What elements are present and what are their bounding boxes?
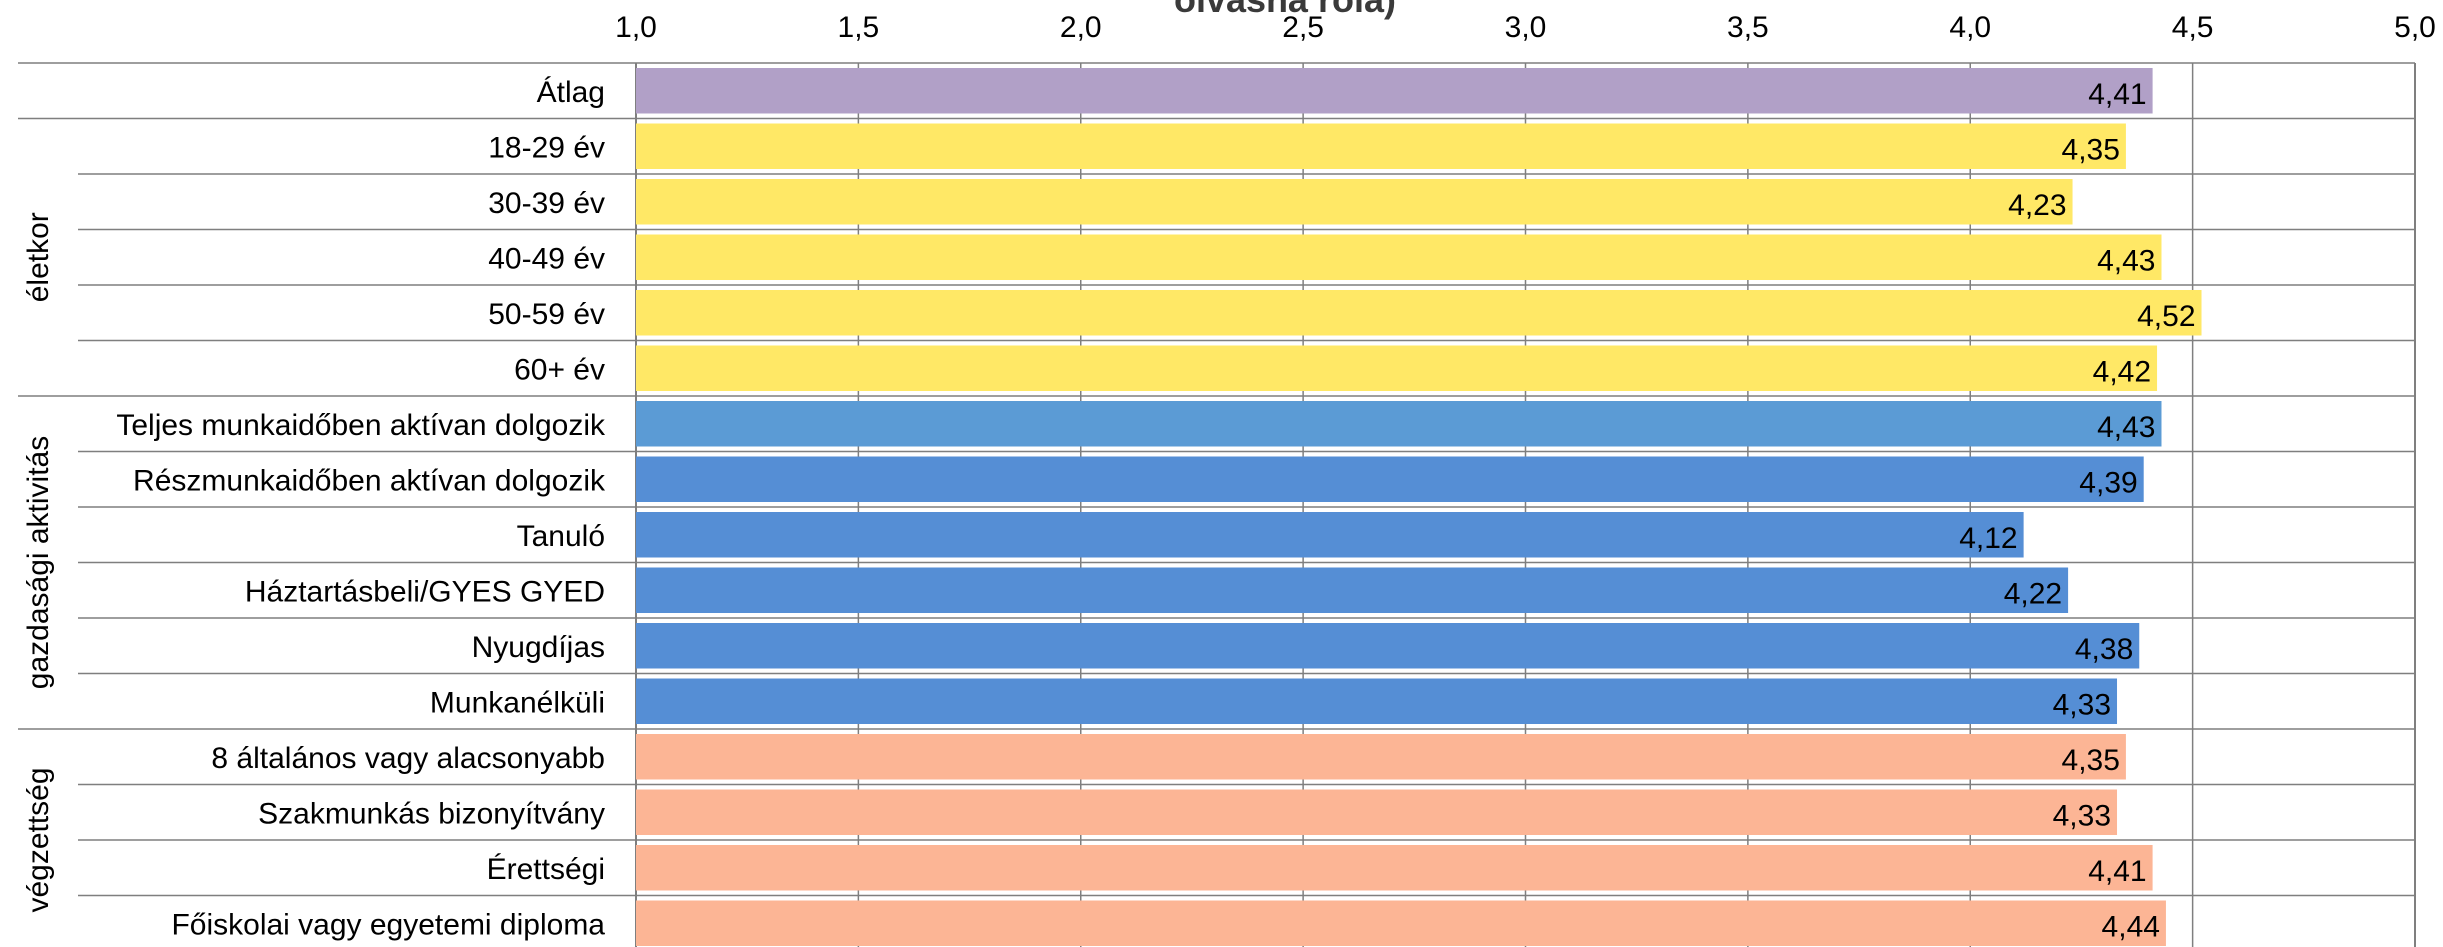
- data-label: 4,38: [2075, 633, 2133, 666]
- data-label: 4,33: [2053, 799, 2111, 832]
- category-label: Részmunkaidőben aktívan dolgozik: [133, 464, 606, 497]
- data-label: 4,39: [2079, 466, 2137, 499]
- x-tick-label: 4,5: [2172, 11, 2214, 44]
- data-label: 4,43: [2097, 244, 2155, 277]
- data-label: 4,52: [2137, 300, 2195, 333]
- bar: [636, 345, 2158, 391]
- bar: [636, 234, 2162, 280]
- x-tick-label: 2,5: [1282, 11, 1324, 44]
- data-label: 4,35: [2062, 744, 2120, 777]
- category-label: 50-59 év: [488, 298, 605, 331]
- data-label: 4,33: [2053, 688, 2111, 721]
- category-label: Főiskolai vagy egyetemi diploma: [171, 908, 605, 941]
- data-label: 4,44: [2102, 910, 2160, 943]
- x-tick-label: 4,0: [1949, 11, 1991, 44]
- bar: [636, 68, 2153, 114]
- category-label: Háztartásbeli/GYES GYED: [245, 575, 605, 608]
- group-label: végzettség: [22, 767, 55, 912]
- x-tick-label: 5,0: [2394, 11, 2436, 44]
- data-label: 4,22: [2004, 577, 2062, 610]
- category-label: 40-49 év: [488, 242, 605, 275]
- category-label: Munkanélküli: [430, 686, 605, 719]
- bar: [636, 567, 2069, 613]
- bar: [636, 179, 2073, 225]
- data-label: 4,43: [2097, 411, 2155, 444]
- bar: [636, 845, 2153, 891]
- chart-title: olvasná róla): [1174, 0, 1396, 20]
- category-label: Átlag: [537, 76, 605, 109]
- category-label: 30-39 év: [488, 187, 605, 220]
- x-tick-label: 1,0: [615, 11, 657, 44]
- bar: [636, 512, 2024, 558]
- category-label: 18-29 év: [488, 131, 605, 164]
- bar: [636, 789, 2118, 835]
- data-label: 4,12: [1959, 522, 2017, 555]
- bar: [636, 623, 2140, 669]
- data-label: 4,35: [2062, 133, 2120, 166]
- bar: [636, 734, 2126, 780]
- data-label: 4,23: [2008, 189, 2066, 222]
- category-label: 60+ év: [514, 353, 605, 386]
- x-tick-label: 3,0: [1505, 11, 1547, 44]
- bar: [636, 900, 2166, 946]
- group-label: gazdasági aktivitás: [22, 436, 55, 689]
- grid-layer: [18, 62, 2416, 947]
- x-tick-label: 3,5: [1727, 11, 1769, 44]
- category-label: Szakmunkás bizonyítvány: [258, 797, 605, 830]
- data-label: 4,41: [2088, 78, 2146, 111]
- bars-layer: [636, 68, 2202, 946]
- x-tick-label: 1,5: [838, 11, 880, 44]
- labels-layer: 1,0 1,5 2,0 2,5 3,0 3,5 4,0 4,5 5,0 Átlag 4,41 18-2…: [22, 11, 2436, 943]
- x-tick-label: 2,0: [1060, 11, 1102, 44]
- category-label: 8 általános vagy alacsonyabb: [211, 742, 605, 775]
- group-label: életkor: [22, 212, 55, 302]
- bar: [636, 290, 2202, 336]
- bar: [636, 456, 2144, 502]
- bar: [636, 123, 2126, 169]
- category-label: Tanuló: [517, 520, 605, 553]
- bar: [636, 401, 2162, 447]
- bar: [636, 678, 2118, 724]
- category-label: Érettségi: [487, 853, 605, 886]
- category-label: Teljes munkaidőben aktívan dolgozik: [116, 409, 606, 442]
- data-label: 4,41: [2088, 855, 2146, 888]
- category-label: Nyugdíjas: [472, 631, 605, 664]
- data-label: 4,42: [2093, 355, 2151, 388]
